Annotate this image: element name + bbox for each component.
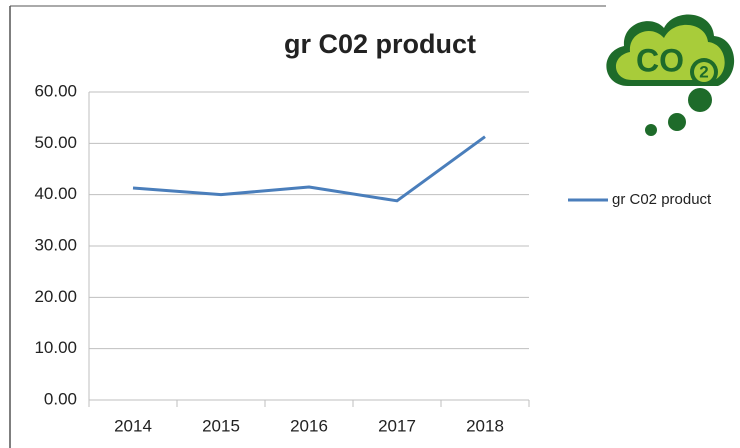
y-tick-label: 60.00 [34,81,77,100]
x-tick-label: 2018 [466,416,504,435]
bubble [688,88,712,112]
x-tick-label: 2016 [290,416,328,435]
x-tick-label: 2017 [378,416,416,435]
logo-ring-inner [694,62,714,82]
y-tick-label: 40.00 [34,184,77,203]
bubble [668,113,686,131]
y-tick-label: 0.00 [44,389,77,408]
y-tick-label: 10.00 [34,338,77,357]
y-tick-label: 50.00 [34,133,77,152]
logo-text: CO [636,42,684,78]
logo-subscript: 2 [699,62,708,81]
legend-label: gr C02 product [612,191,712,208]
chart-title: gr C02 product [284,29,476,59]
series-line [132,135,486,203]
co2-logo: CO 2 [606,14,735,136]
x-tick-label: 2015 [202,416,240,435]
x-tick-label: 2014 [114,416,152,435]
y-tick-label: 20.00 [34,287,77,306]
y-tick-label: 30.00 [34,235,77,254]
bubble [645,124,657,136]
